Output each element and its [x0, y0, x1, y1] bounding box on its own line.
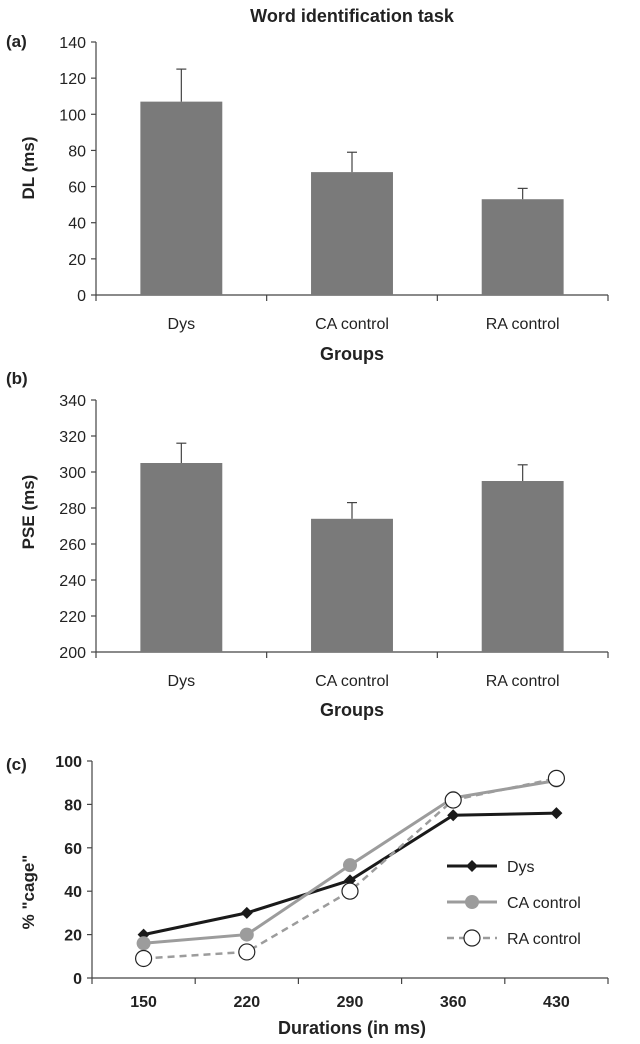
panel-a-plot: 0 20 40 60 80 100 120 140 Dys CA control RA contro… [59, 35, 609, 333]
panel-b-y-tick-label: 300 [59, 465, 86, 482]
series-point-0 [550, 807, 563, 820]
panel-a: (a) Word identification task DL (ms) Gro… [6, 6, 609, 364]
series-point-2 [341, 882, 359, 900]
panel-b-label: (b) [6, 369, 28, 388]
chart-title: Word identification task [250, 6, 455, 26]
panel-c-x-tick-label: 360 [440, 994, 467, 1011]
panel-b-category-label: CA control [315, 673, 389, 690]
panel-c-y-tick-label: 40 [64, 884, 82, 901]
panel-a-y-tick-label: 80 [68, 143, 86, 160]
panel-c-y-tick-label: 80 [64, 797, 82, 814]
series-line-0 [143, 811, 557, 937]
panel-a-bar [140, 101, 223, 295]
panel-b-y-tick-label: 200 [59, 645, 86, 662]
legend-marker-2 [463, 929, 481, 947]
legend-marker-1 [465, 895, 479, 909]
panel-c-x-tick-label: 430 [543, 994, 570, 1011]
panel-c-y-tick-label: 100 [55, 754, 82, 771]
panel-c-xlabel: Durations (in ms) [278, 1018, 426, 1038]
legend-label-1: CA control [507, 895, 581, 912]
series-point-1 [136, 936, 151, 951]
panel-c: (c) % "cage" Durations (in ms) 0 20 40 60 80… [6, 754, 609, 1038]
panel-a-y-tick-label: 60 [68, 180, 86, 197]
series-point-0 [447, 809, 460, 822]
panel-a-y-tick-label: 20 [68, 252, 86, 269]
panel-b-xlabel: Groups [320, 700, 384, 720]
panel-a-category-label: CA control [315, 316, 389, 333]
series-point-2 [135, 949, 153, 968]
panel-b-bar [481, 481, 564, 652]
panel-a-y-tick-label: 40 [68, 216, 86, 233]
panel-c-x-tick-label: 150 [130, 994, 157, 1011]
panel-a-y-tick-label: 140 [59, 35, 86, 52]
panel-c-label: (c) [6, 755, 27, 774]
panel-b-y-tick-label: 280 [59, 501, 86, 518]
panel-a-y-tick-label: 120 [59, 71, 86, 88]
series-point-0 [240, 906, 253, 919]
series-point-2 [547, 769, 566, 787]
panel-c-ylabel: % "cage" [19, 855, 38, 930]
panel-b-y-tick-label: 220 [59, 609, 86, 626]
panel-b-ylabel: PSE (ms) [19, 475, 38, 550]
panel-b-plot: 200 220 240 260 280 300 320 340 Dys CA control RA … [59, 393, 609, 690]
panel-b-category-label: RA control [486, 673, 560, 690]
panel-b-y-tick-label: 340 [59, 393, 86, 410]
panel-a-ylabel: DL (ms) [19, 137, 38, 200]
panel-c-y-tick-label: 60 [64, 841, 82, 858]
panel-a-bar [481, 199, 564, 295]
series-point-2 [444, 791, 462, 809]
panel-a-y-tick-label: 100 [59, 107, 86, 124]
legend-label-2: RA control [507, 931, 581, 948]
panel-a-bar [311, 172, 393, 295]
panel-a-y-tick-label: 0 [77, 288, 86, 305]
panel-a-category-label: Dys [168, 316, 196, 333]
panel-a-xlabel: Groups [320, 344, 384, 364]
legend-marker-0 [466, 860, 478, 872]
panel-c-x-tick-label: 290 [337, 994, 364, 1011]
series-point-1 [239, 927, 254, 942]
panel-b-category-label: Dys [168, 673, 196, 690]
series-point-1 [343, 858, 357, 873]
panel-c-y-tick-label: 0 [73, 971, 82, 988]
panel-b-bar [140, 463, 223, 652]
panel-c-x-tick-label: 220 [233, 994, 260, 1011]
panel-c-plot: 0 20 40 60 80 100 150 220 290 360 430 Dys CA control… [55, 754, 609, 1011]
panel-b-y-tick-label: 320 [59, 429, 86, 446]
panel-b-y-tick-label: 260 [59, 537, 86, 554]
panel-b: (b) PSE (ms) Groups 200 220 240 260 280 300 32… [6, 369, 609, 720]
panel-c-y-tick-label: 20 [64, 928, 82, 945]
legend-label-0: Dys [507, 859, 535, 876]
panel-a-label: (a) [6, 32, 27, 51]
panel-b-bar [311, 518, 393, 652]
series-point-2 [238, 943, 256, 961]
panel-b-y-tick-label: 240 [59, 573, 86, 590]
panel-a-category-label: RA control [486, 316, 560, 333]
